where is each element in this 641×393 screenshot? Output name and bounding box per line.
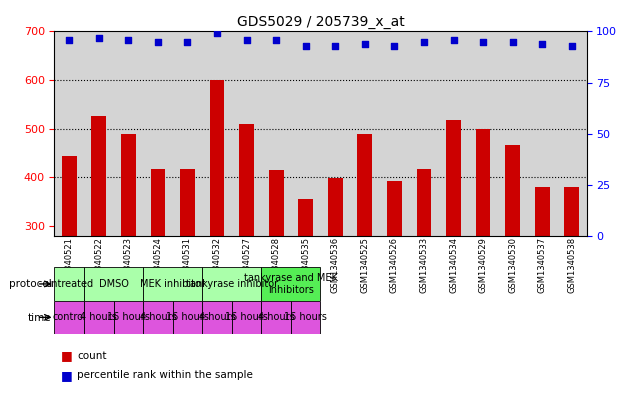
Text: 16 hours: 16 hours (166, 312, 209, 322)
Bar (298, 199, 313, 236)
Bar (54, 267, 84, 301)
Bar (557, 31, 587, 236)
Text: protocol: protocol (8, 279, 51, 289)
Bar (262, 267, 320, 301)
Bar (350, 31, 379, 236)
Bar (180, 169, 195, 236)
Bar (232, 301, 262, 334)
Bar (54, 31, 84, 236)
Point (330, 42, 340, 49)
Bar (151, 169, 165, 236)
Bar (113, 31, 143, 236)
Text: time: time (28, 312, 51, 323)
Bar (476, 129, 490, 236)
Bar (469, 31, 498, 236)
Bar (172, 31, 203, 236)
Bar (358, 134, 372, 236)
Bar (143, 267, 203, 301)
Point (212, 30, 222, 37)
Point (153, 39, 163, 45)
Bar (203, 31, 232, 236)
Bar (438, 31, 469, 236)
Text: tankyrase and MEK
inhibitors: tankyrase and MEK inhibitors (244, 273, 338, 295)
Bar (172, 301, 203, 334)
Text: 16 hours: 16 hours (285, 312, 327, 322)
Bar (239, 124, 254, 236)
Bar (291, 301, 320, 334)
Bar (535, 187, 549, 236)
Bar (564, 187, 579, 236)
Point (508, 39, 518, 45)
Point (448, 37, 458, 43)
Point (478, 39, 488, 45)
Text: DMSO: DMSO (99, 279, 129, 289)
Text: MEK inhibitor: MEK inhibitor (140, 279, 205, 289)
Point (419, 39, 429, 45)
Point (271, 37, 281, 43)
Text: 4 hours: 4 hours (258, 312, 294, 322)
Bar (121, 134, 136, 236)
Bar (203, 301, 232, 334)
Bar (417, 169, 431, 236)
Text: 16 hours: 16 hours (107, 312, 150, 322)
Point (301, 42, 311, 49)
Bar (387, 181, 402, 236)
Bar (498, 31, 528, 236)
Point (123, 37, 133, 43)
Text: untreated: untreated (46, 279, 94, 289)
Point (183, 39, 193, 45)
Bar (262, 301, 291, 334)
Bar (84, 267, 143, 301)
Text: ■: ■ (61, 349, 72, 362)
Bar (409, 31, 438, 236)
Point (537, 40, 547, 47)
Bar (291, 31, 320, 236)
Bar (84, 31, 113, 236)
Bar (84, 301, 113, 334)
Text: tankyrase inhibitor: tankyrase inhibitor (186, 279, 278, 289)
Bar (232, 31, 262, 236)
Text: ■: ■ (61, 369, 72, 382)
Text: 16 hours: 16 hours (225, 312, 268, 322)
Bar (62, 156, 77, 236)
Bar (113, 301, 143, 334)
Bar (320, 31, 350, 236)
Point (94, 35, 104, 41)
Point (360, 40, 370, 47)
Point (567, 42, 577, 49)
Text: 4 hours: 4 hours (199, 312, 235, 322)
Text: count: count (77, 351, 106, 361)
Text: percentile rank within the sample: percentile rank within the sample (77, 370, 253, 380)
Bar (269, 170, 283, 236)
Point (64, 37, 74, 43)
Text: control: control (53, 312, 86, 322)
Point (389, 42, 399, 49)
Bar (54, 301, 84, 334)
Bar (143, 301, 172, 334)
Bar (446, 121, 461, 236)
Text: 4 hours: 4 hours (140, 312, 176, 322)
Bar (328, 178, 343, 236)
Bar (92, 116, 106, 236)
Bar (210, 80, 224, 236)
Bar (203, 267, 262, 301)
Bar (379, 31, 409, 236)
Point (242, 37, 252, 43)
Bar (505, 145, 520, 236)
Title: GDS5029 / 205739_x_at: GDS5029 / 205739_x_at (237, 15, 404, 29)
Bar (528, 31, 557, 236)
Bar (143, 31, 172, 236)
Bar (262, 31, 291, 236)
Text: 4 hours: 4 hours (81, 312, 117, 322)
